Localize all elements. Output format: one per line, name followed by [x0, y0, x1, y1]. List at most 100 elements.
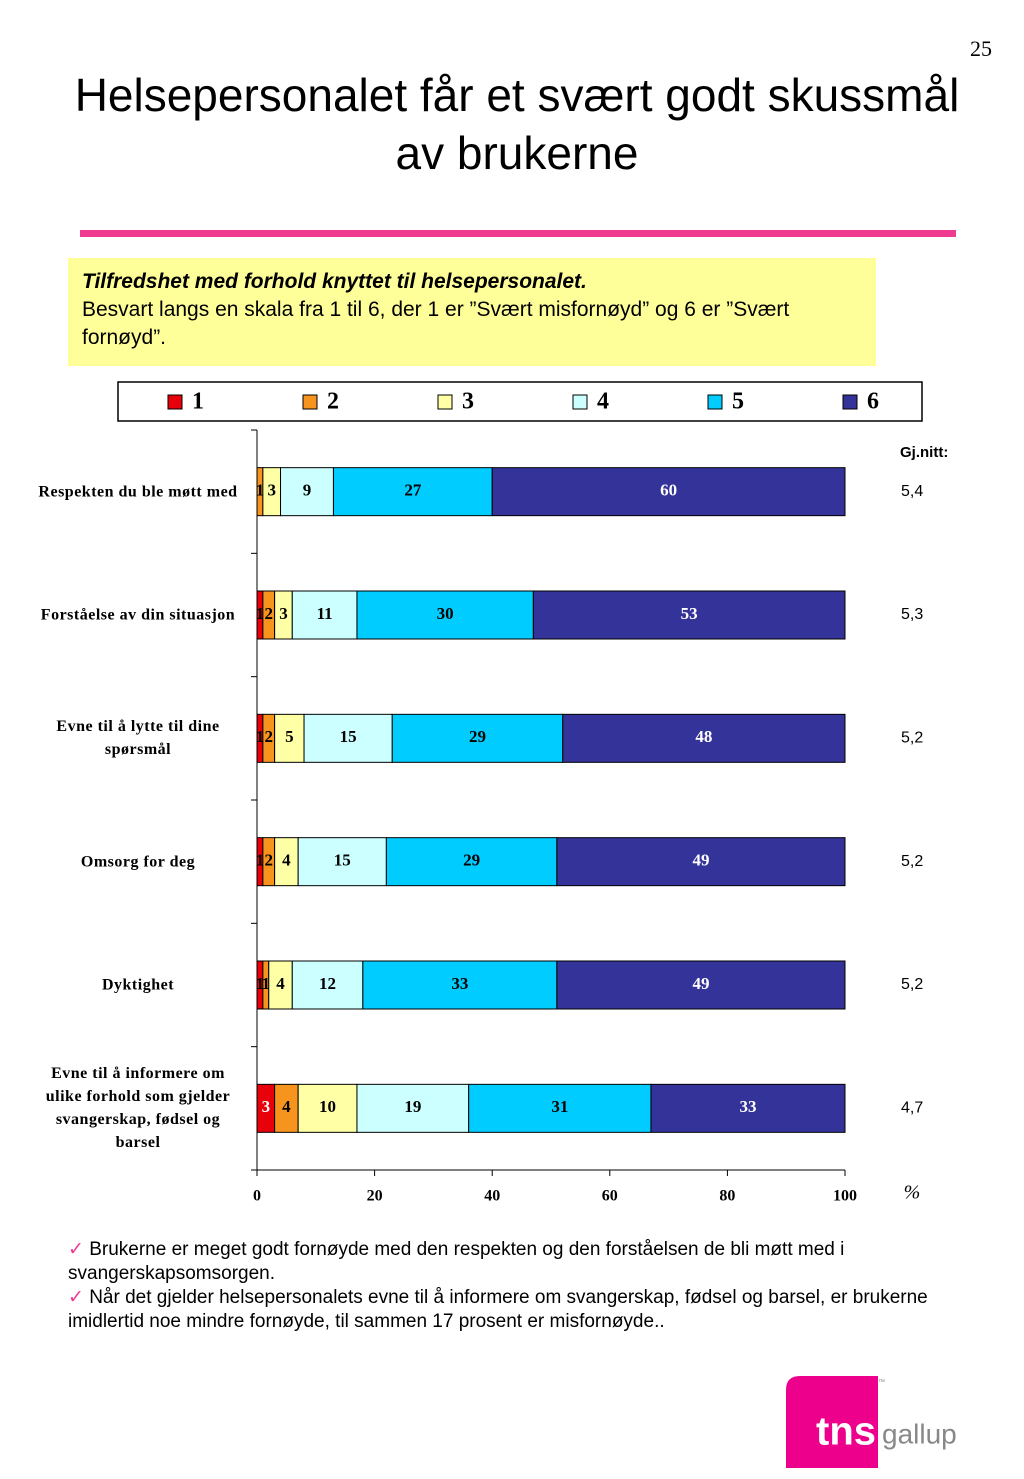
bar-segment [650, 1083, 846, 1133]
x-tick-label: 40 [484, 1188, 500, 1205]
segment-label: 9 [303, 481, 312, 500]
divider [80, 230, 956, 237]
segment-label: 31 [551, 1097, 568, 1116]
segment-label: 2 [265, 727, 274, 746]
bar-segment [332, 467, 493, 517]
bar-segment [491, 467, 846, 517]
bar-segment [556, 960, 846, 1010]
bar-segment [385, 837, 558, 887]
bar-segment [291, 960, 364, 1010]
average-value: 5,2 [901, 853, 923, 870]
chart: 1 2 3 4 5 60 20 40 60 80 100 %Gj.nitt:5,41 3 9 27 605,3… [117, 381, 948, 1205]
segment-label: 2 [265, 604, 274, 623]
segment-label: 49 [692, 851, 709, 870]
logo-main: tns [816, 1410, 876, 1454]
bar-segment [532, 590, 846, 640]
legend-label: 5 [732, 389, 744, 415]
legend-label: 6 [867, 389, 879, 415]
segment-label: 5 [285, 727, 294, 746]
average-heading: Gj.nitt: [900, 444, 948, 461]
logo-tm: ™ [878, 1379, 885, 1386]
segment-label: 49 [692, 974, 709, 993]
legend-swatch [302, 394, 318, 410]
average-value: 5,2 [901, 976, 923, 993]
x-tick-label: 0 [253, 1188, 261, 1205]
category-label: Forståelse av din situasjon [40, 606, 236, 624]
bar-segment [280, 467, 334, 517]
segment-label: 3 [262, 1097, 271, 1116]
legend-swatch [707, 394, 723, 410]
bullet: ✓ Når det gjelder helsepersonalets evne … [68, 1287, 928, 1332]
legend-swatch [437, 394, 453, 410]
segment-label: 15 [334, 851, 351, 870]
logo-sub: gallup [882, 1418, 957, 1449]
segment-label: 1 [256, 851, 265, 870]
segment-label: 4 [282, 1097, 291, 1116]
bar-segment [297, 837, 387, 887]
segment-label: 15 [340, 727, 357, 746]
legend-swatch [572, 394, 588, 410]
segment-label: 1 [262, 974, 271, 993]
x-unit: % [904, 1182, 921, 1204]
segment-label: 19 [404, 1097, 421, 1116]
segment-label: 29 [463, 851, 480, 870]
segment-label: 12 [319, 974, 336, 993]
x-tick-label: 20 [367, 1188, 383, 1205]
legend-swatch [167, 394, 183, 410]
legend-box [117, 381, 923, 422]
segment-label: 11 [317, 604, 333, 623]
average-value: 5,4 [901, 483, 923, 500]
category-label: Dyktighet [101, 976, 175, 994]
bar-segment [362, 960, 558, 1010]
segment-label: 1 [256, 604, 265, 623]
segment-label: 1 [256, 974, 265, 993]
segment-label: 4 [282, 851, 291, 870]
x-tick-label: 80 [719, 1188, 735, 1205]
x-tick-label: 60 [602, 1188, 618, 1205]
bar-segment [303, 713, 393, 763]
bar-segment [356, 590, 534, 640]
bullet-text: Brukerne er meget godt fornøyde med den … [68, 1239, 845, 1284]
segment-label: 3 [279, 604, 288, 623]
segment-label: 33 [451, 974, 468, 993]
legend-label: 2 [327, 389, 339, 415]
bar-segment [391, 713, 564, 763]
average-value: 4,7 [901, 1100, 923, 1117]
bar-segment [356, 1083, 470, 1133]
category-label: Omsorg for deg [80, 853, 196, 871]
info-text: Besvart langs en skala fra 1 til 6, der … [82, 298, 790, 349]
segment-label: 53 [681, 604, 698, 623]
legend-label: 3 [462, 389, 474, 415]
segment-label: 4 [276, 974, 285, 993]
title: Helsepersonalet får et svært godt skussm… [74, 69, 960, 179]
segment-label: 27 [404, 481, 422, 500]
category-label: Evne til å lytte til dine spørsmål [56, 718, 220, 759]
segment-label: 33 [739, 1097, 756, 1116]
logo-shape [786, 1376, 878, 1468]
average-value: 5,3 [901, 606, 923, 623]
info-heading: Tilfredshet med forhold knyttet til hels… [82, 270, 587, 293]
segment-label: 1 [256, 481, 265, 500]
info-box: Tilfredshet med forhold knyttet til hels… [68, 258, 876, 366]
segment-label: 30 [437, 604, 454, 623]
bar-segment [297, 1083, 358, 1133]
bar-segment [556, 837, 846, 887]
segment-label: 48 [695, 727, 712, 746]
segment-label: 60 [660, 481, 677, 500]
category-label: Evne til å informere om ulike forhold so… [45, 1065, 231, 1152]
segment-label: 10 [319, 1097, 336, 1116]
bullet: ✓ Brukerne er meget godt fornøyde med de… [68, 1239, 845, 1284]
bullets: ✓ Brukerne er meget godt fornøyde med de… [68, 1238, 988, 1334]
page-number: 25 [970, 36, 992, 61]
legend-label: 1 [192, 389, 204, 415]
segment-label: 1 [256, 727, 265, 746]
segment-label: 2 [265, 851, 274, 870]
bullet-text: Når det gjelder helsepersonalets evne ti… [68, 1287, 928, 1332]
bar-segment [468, 1083, 652, 1133]
logo: tns gallup ™ [786, 1376, 957, 1468]
x-tick-label: 100 [833, 1188, 857, 1205]
legend-swatch [842, 394, 858, 410]
category-label: Respekten du ble møtt med [38, 483, 238, 501]
segment-label: 29 [469, 727, 486, 746]
